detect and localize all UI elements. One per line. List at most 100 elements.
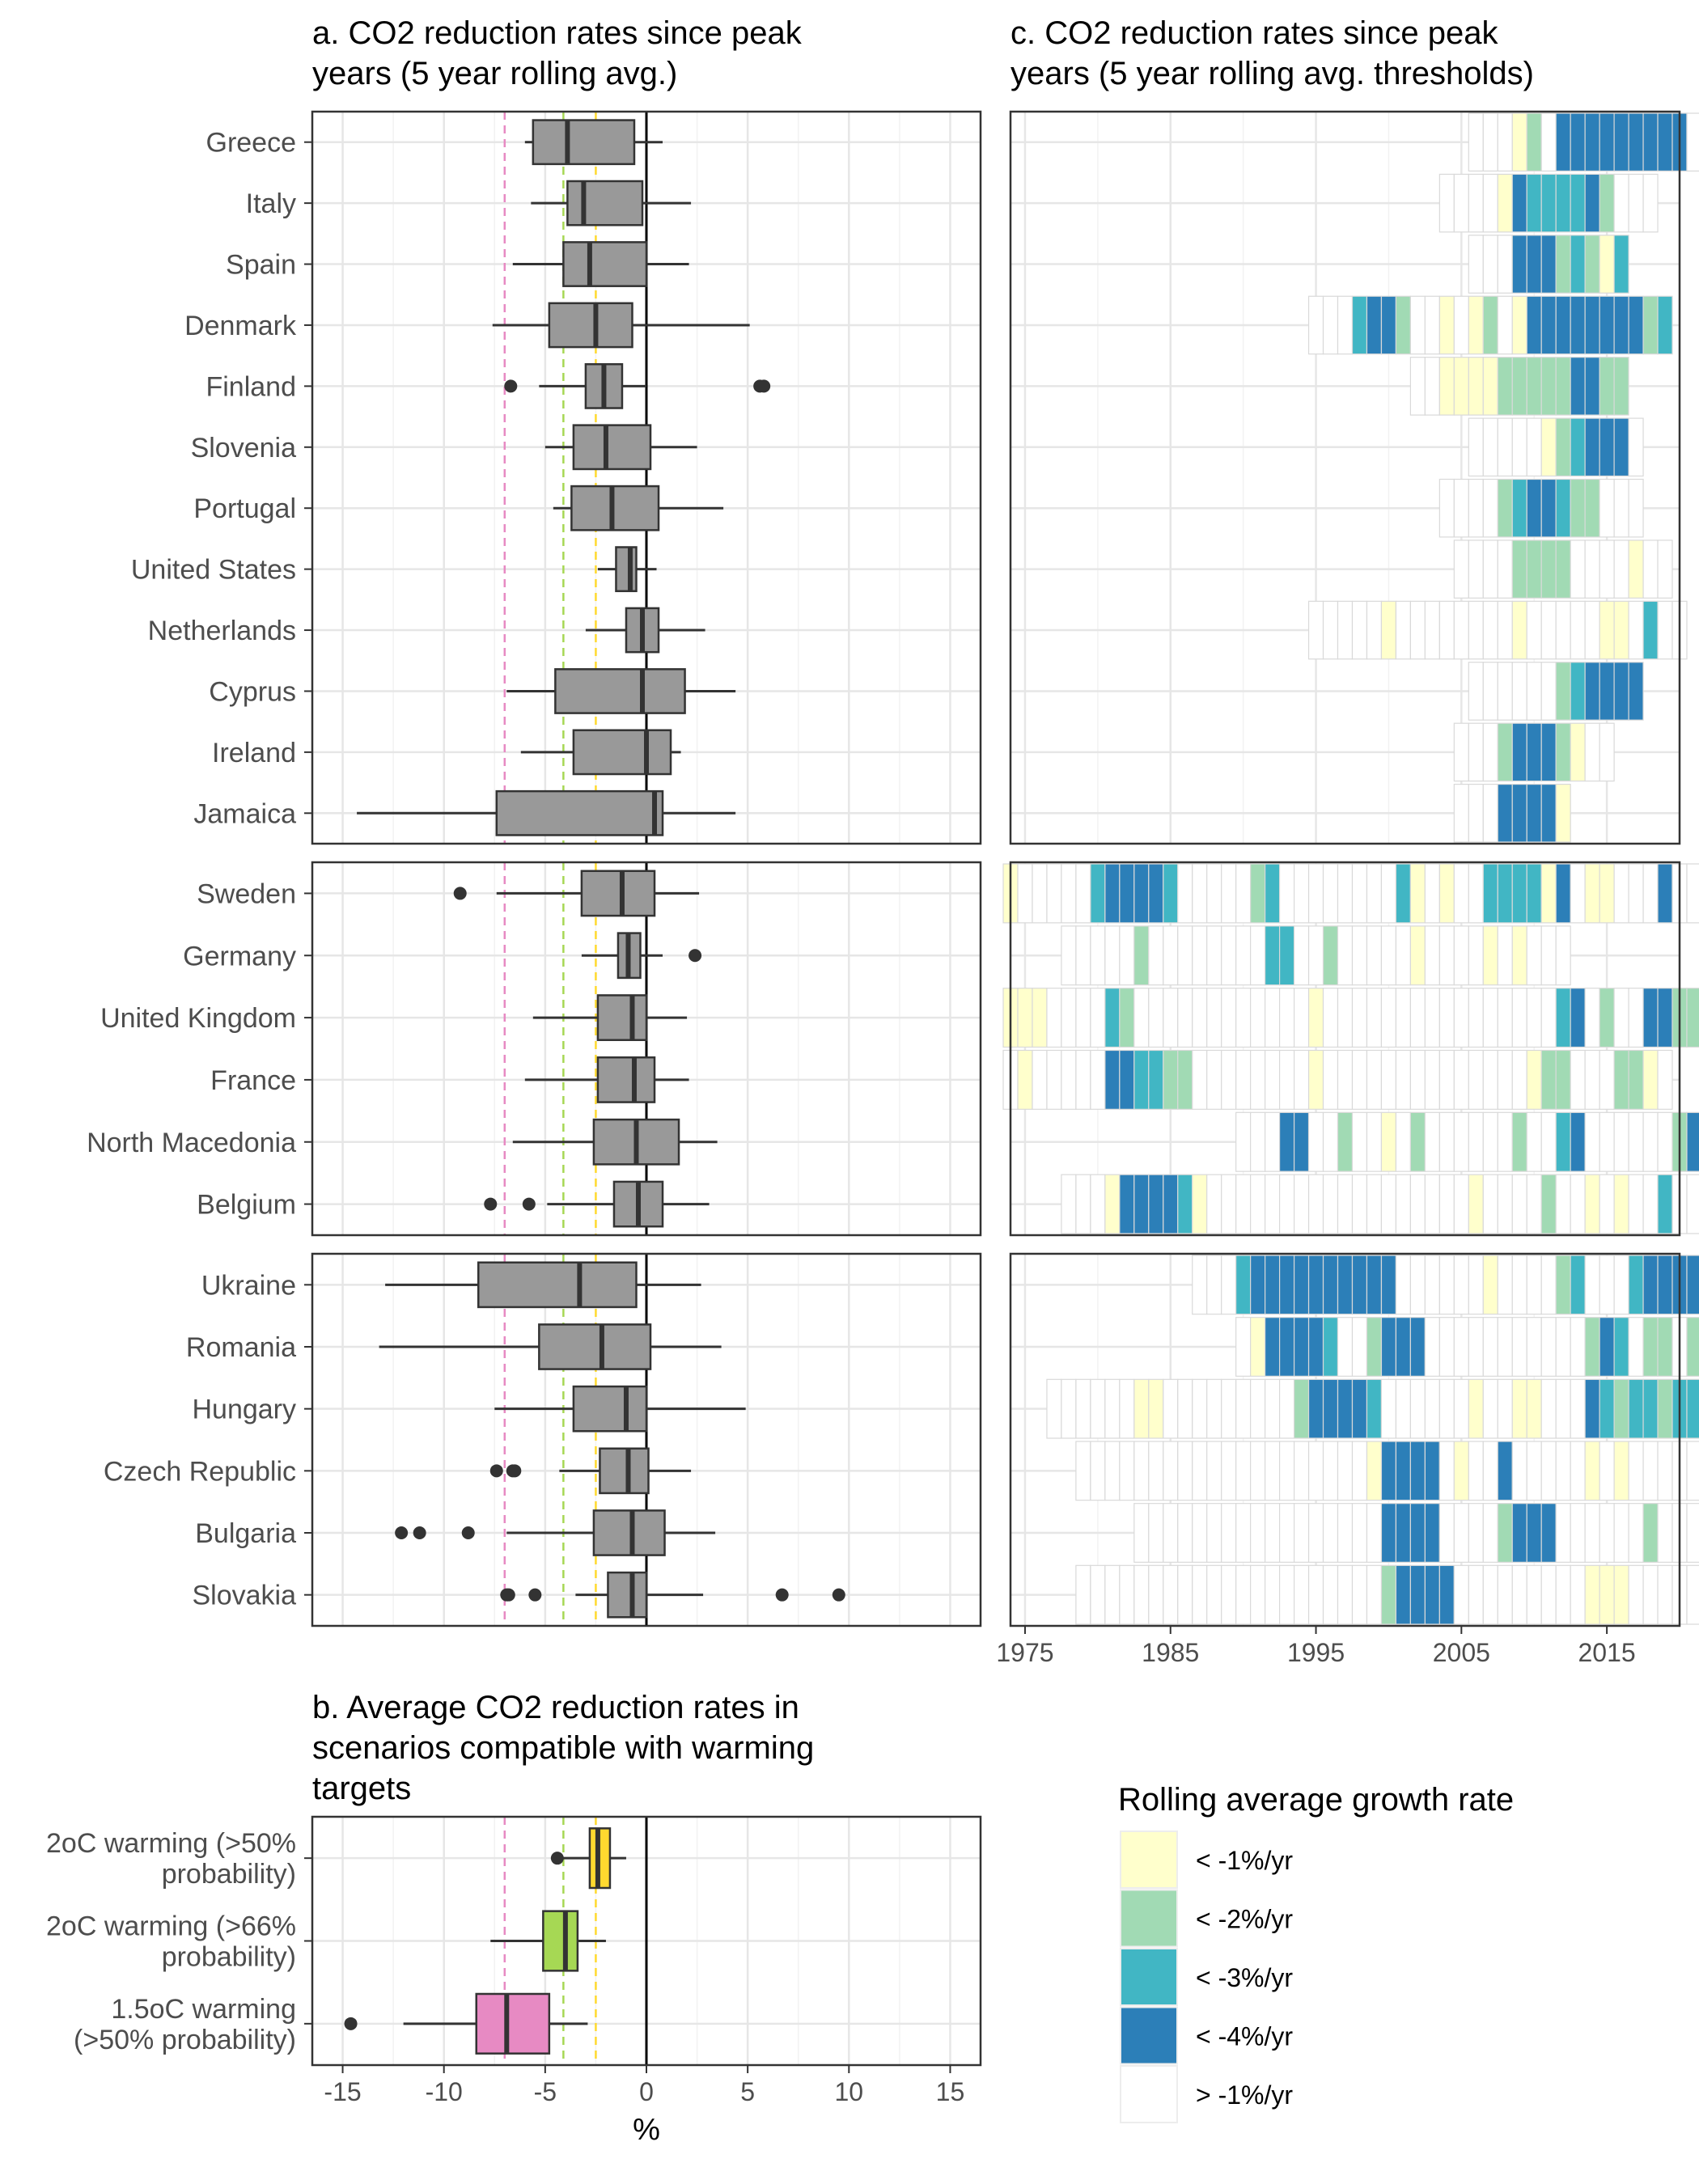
heat-cell	[1613, 1503, 1629, 1563]
heat-cell	[1570, 173, 1586, 233]
heat-cell	[1482, 478, 1498, 538]
heat-cell	[1438, 478, 1455, 538]
legend-swatch	[1120, 1831, 1178, 1889]
heat-cell	[1570, 1378, 1586, 1439]
heat-cell	[1497, 1255, 1513, 1315]
outlier-point	[502, 1588, 515, 1602]
heat-cell	[1090, 1441, 1106, 1501]
heat-cell	[1366, 1317, 1383, 1377]
heat-cell	[1540, 1441, 1557, 1501]
heat-cell	[1642, 1111, 1659, 1172]
heat-cell	[1337, 1174, 1354, 1234]
heat-cell	[1599, 1111, 1615, 1172]
heat-cell	[1075, 1564, 1091, 1625]
heat-cell	[1438, 1503, 1455, 1563]
panel-border	[1009, 1252, 1681, 1627]
heat-cell	[1657, 1255, 1673, 1315]
heat-cell	[1192, 1378, 1208, 1439]
heat-cell	[1322, 1564, 1339, 1625]
heat-cell	[1032, 863, 1048, 924]
heat-cell	[1438, 1378, 1455, 1439]
heat-cell	[1540, 357, 1557, 416]
heat-cell	[1570, 1564, 1586, 1625]
heat-cell	[1061, 863, 1077, 924]
heat-cell	[1468, 235, 1484, 294]
heat-cell	[1235, 925, 1252, 986]
heat-cell	[1395, 1255, 1412, 1315]
heat-cell	[1163, 863, 1179, 924]
heat-cell	[1540, 540, 1557, 599]
heat-row-sweden	[1002, 863, 1699, 924]
heat-cell	[1657, 295, 1673, 355]
heat-cell	[1061, 1174, 1077, 1234]
heat-cell	[1265, 925, 1281, 986]
heat-cell	[1278, 925, 1295, 986]
heat-cell	[1453, 1049, 1469, 1110]
legend-swatch	[1120, 1889, 1178, 1948]
heat-cell	[1482, 1111, 1498, 1172]
category-label: Slovakia	[192, 1581, 296, 1611]
heat-cell	[1628, 600, 1644, 660]
heat-cell	[1511, 540, 1527, 599]
category-label: Sweden	[197, 878, 296, 909]
heat-cell	[1657, 1564, 1673, 1625]
heat-cell	[1453, 295, 1469, 355]
legend-label: < -3%/yr	[1196, 1963, 1293, 1992]
heat-cell	[1657, 1441, 1673, 1501]
heat-cell	[1686, 1317, 1699, 1377]
heat-cell	[1424, 1378, 1440, 1439]
heat-cell	[1642, 988, 1659, 1048]
heat-row-germany	[1061, 925, 1571, 986]
heat-cell	[1395, 1441, 1412, 1501]
heat-cell	[1075, 1174, 1091, 1234]
heat-cell	[1540, 722, 1557, 782]
category-label: United Kingdom	[100, 1003, 296, 1034]
heat-cell	[1555, 1317, 1571, 1377]
legend-title: Rolling average growth rate	[1118, 1782, 1514, 1818]
heat-cell	[1409, 988, 1426, 1048]
heat-cell	[1540, 295, 1557, 355]
heat-cell	[1511, 1111, 1527, 1172]
heat-cell	[1628, 295, 1644, 355]
heat-cell	[1206, 1378, 1222, 1439]
box-1-5oc-warming-50-probability	[344, 1992, 588, 2055]
heat-cell	[1511, 988, 1527, 1048]
heat-cell	[1337, 1378, 1354, 1439]
heat-cell	[1250, 1317, 1266, 1377]
heat-cell	[1453, 988, 1469, 1048]
heat-cell	[1453, 783, 1469, 843]
category-label: Belgium	[197, 1190, 296, 1221]
panel-c-title-line-2: years (5 year rolling avg. thresholds)	[1011, 56, 1534, 91]
panel-border	[1009, 110, 1681, 845]
heat-cell	[1599, 1049, 1615, 1110]
heat-cell	[1468, 1317, 1484, 1377]
category-label: Denmark	[184, 311, 297, 341]
heat-cell	[1599, 173, 1615, 233]
heat-cell	[1482, 1564, 1498, 1625]
heat-cell	[1366, 1049, 1383, 1110]
heat-row-cyprus	[1468, 662, 1644, 721]
heat-cell	[1570, 1503, 1586, 1563]
heat-cell	[1686, 1111, 1699, 1172]
heat-cell	[1555, 722, 1571, 782]
heat-cell	[1395, 295, 1412, 355]
heat-cell	[1584, 1317, 1600, 1377]
heat-cell	[1163, 1378, 1179, 1439]
heat-cell	[1090, 1174, 1106, 1234]
heat-cell	[1192, 925, 1208, 986]
heat-cell	[1555, 478, 1571, 538]
heat-cell	[1599, 1503, 1615, 1563]
panel-a-boxplots: Greece Italy Spain Denmark Finland Slovenia Po…	[87, 110, 982, 1627]
panel-b-title-line-3: targets	[312, 1771, 411, 1806]
heat-cell	[1468, 722, 1484, 782]
heat-cell	[1540, 112, 1557, 172]
heat-cell	[1307, 295, 1324, 355]
heat-cell	[1235, 1111, 1252, 1172]
heat-cell	[1090, 1378, 1106, 1439]
heat-cell	[1250, 863, 1266, 924]
heat-cell	[1657, 600, 1673, 660]
heat-cell	[1192, 1503, 1208, 1563]
x-tick-label: 0	[639, 2077, 654, 2106]
heat-cell	[1307, 600, 1324, 660]
heat-cell	[1613, 1174, 1629, 1234]
